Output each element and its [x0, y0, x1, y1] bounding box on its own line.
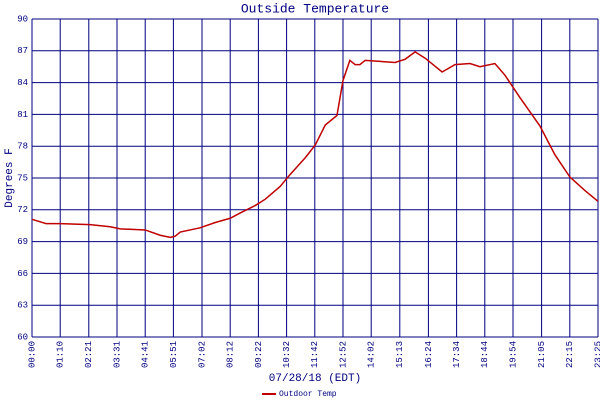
x-tick-label: 07:02 — [197, 341, 207, 368]
x-tick-label: 12:52 — [338, 341, 348, 368]
x-tick-label: 14:02 — [367, 341, 377, 368]
y-tick-label: 72 — [17, 205, 28, 215]
chart-title: Outside Temperature — [241, 1, 389, 16]
x-tick-label: 23:25 — [593, 341, 600, 368]
x-tick-label: 00:00 — [27, 341, 37, 368]
x-tick-label: 09:22 — [254, 341, 264, 368]
y-tick-label: 75 — [17, 173, 28, 183]
x-tick-label: 02:21 — [84, 341, 94, 368]
y-tick-label: 60 — [17, 332, 28, 342]
data-line — [31, 50, 599, 239]
x-tick-label: 15:13 — [395, 341, 405, 368]
y-tick-label: 69 — [17, 237, 28, 247]
y-tick-label: 66 — [17, 269, 28, 279]
y-tick-label: 90 — [17, 14, 28, 24]
legend-label: Outdoor Temp — [279, 390, 337, 399]
x-tick-label: 22:15 — [565, 341, 575, 368]
x-tick-label: 21:05 — [537, 341, 547, 368]
x-tick-label: 05:51 — [169, 341, 179, 368]
x-tick-label: 16:24 — [424, 341, 434, 368]
x-tick-label: 03:31 — [112, 341, 122, 368]
y-axis-label: Degrees F — [4, 148, 16, 207]
x-axis-label: 07/28/18 (EDT) — [269, 373, 361, 385]
x-tick-label: 11:42 — [310, 341, 320, 368]
y-tick-label: 78 — [17, 142, 28, 152]
y-tick-label: 84 — [17, 78, 28, 88]
x-tick-label: 18:44 — [480, 341, 490, 368]
x-tick-label: 10:32 — [282, 341, 292, 368]
x-tick-label: 01:10 — [56, 341, 66, 368]
y-tick-label: 87 — [17, 46, 28, 56]
x-tick-label: 08:12 — [226, 341, 236, 368]
y-tick-label: 63 — [17, 301, 28, 311]
x-tick-label: 04:41 — [141, 341, 151, 368]
y-tick-label: 81 — [17, 110, 28, 120]
x-tick-label: 19:54 — [508, 341, 518, 368]
x-tick-label: 17:34 — [452, 341, 462, 368]
